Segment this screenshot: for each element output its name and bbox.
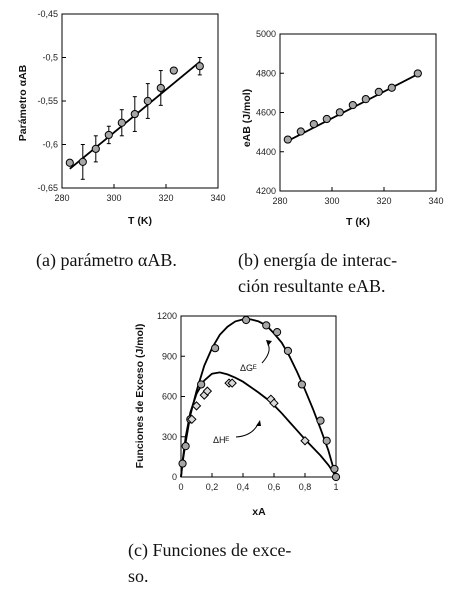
- chart-b-point: [374, 87, 383, 96]
- caption-c-line2: so.: [128, 566, 149, 586]
- chart-c-point: [322, 436, 331, 445]
- chart-b-ylabel: eAB (J/mol): [241, 89, 253, 147]
- annotation-delta-h: ΔHᴱ: [213, 435, 230, 445]
- caption-b-line2: ción resultante eAB.: [238, 276, 385, 296]
- chart-c-xtick-label: 0: [178, 482, 183, 492]
- chart-a-point: [156, 83, 165, 93]
- chart-b-ytick-label: 4200: [256, 186, 276, 196]
- annotation-arrow-g: [261, 343, 270, 364]
- chart-b-point: [348, 100, 357, 110]
- chart-c-point: [197, 380, 206, 389]
- chart-b-xtick-label: 320: [376, 196, 391, 206]
- chart-a-ytick-label: -0,6: [42, 140, 58, 150]
- chart-b-xlabel: T (K): [346, 216, 370, 228]
- chart-c-fit-curve-h: [180, 371, 337, 478]
- chart-c-ytick-label: 900: [162, 351, 177, 361]
- chart-a-xtick-label: 280: [54, 193, 69, 203]
- chart-c-point: [316, 416, 325, 425]
- chart-b-point: [322, 114, 331, 124]
- chart-c-ytick-label: 600: [162, 392, 177, 402]
- chart-c-point: [273, 328, 282, 337]
- chart-c-point-diamond: [300, 436, 310, 446]
- chart-c-xlabel: xA: [252, 506, 266, 518]
- chart-a-xtick-label: 340: [210, 193, 225, 203]
- chart-c-xtick-label: 0,6: [268, 482, 281, 492]
- caption-c-line1: (c) Funciones de exce-: [128, 540, 291, 561]
- annotation-arrowhead-h: [256, 420, 261, 426]
- caption-b-line1: (b) energía de interac-: [238, 250, 397, 271]
- chart-c-point-diamond: [269, 398, 279, 408]
- chart-b-xtick-label: 300: [324, 196, 339, 206]
- chart-c-point: [331, 472, 341, 482]
- chart-b-plot-frame: [279, 33, 437, 192]
- annotation-arrowhead-g: [266, 340, 272, 346]
- chart-b-point: [413, 69, 422, 78]
- chart-c-point: [178, 459, 187, 468]
- chart-c-ylabel: Funciones de Exceso (J/mol): [134, 324, 146, 469]
- chart-b-ytick-label: 5000: [256, 29, 276, 39]
- chart-a-point: [143, 96, 152, 106]
- chart-c-ytick-label: 300: [162, 432, 177, 442]
- chart-b-xtick-label: 280: [272, 196, 287, 206]
- chart-c-ytick-label: 1200: [157, 311, 177, 321]
- chart-a-point: [78, 157, 87, 166]
- chart-a-point: [91, 144, 100, 153]
- chart-a-point: [195, 62, 204, 71]
- chart-b-point: [283, 135, 292, 144]
- chart-c-point: [297, 380, 306, 389]
- chart-a: 280 300 320 340 -0,65 -0,6 -0,55 -0,5 -0,45 Pará…: [17, 9, 226, 227]
- chart-c-xtick-label: 0,2: [206, 482, 219, 492]
- chart-b-point: [387, 83, 396, 92]
- chart-c-point-diamond: [191, 401, 202, 411]
- chart-c-xtick-label: 0,4: [237, 482, 250, 492]
- chart-c-point-diamond: [202, 386, 213, 396]
- chart-a-point: [65, 158, 74, 167]
- chart-a-ytick-label: -0,5: [42, 53, 58, 63]
- chart-b: 280 300 320 340 4200 4400 4600 4800 5000 eAB (J/…: [241, 29, 444, 228]
- chart-c-xtick-label: 1: [333, 482, 338, 492]
- chart-c-point: [283, 346, 293, 355]
- chart-c-point: [262, 321, 271, 330]
- chart-c-ytick-label: 0: [172, 472, 177, 482]
- chart-a-ytick-label: -0,55: [37, 96, 58, 106]
- chart-b-ytick-label: 4800: [256, 68, 276, 78]
- chart-c-xtick-label: 0,8: [299, 482, 312, 492]
- chart-b-point: [335, 108, 344, 117]
- caption-a: (a) parámetro αAB.: [36, 250, 177, 271]
- chart-b-xtick-label: 340: [428, 196, 443, 206]
- chart-c-point: [211, 344, 220, 353]
- chart-c-point-diamond: [187, 414, 197, 425]
- chart-a-point: [117, 118, 126, 127]
- chart-b-ytick-label: 4400: [256, 147, 276, 157]
- chart-c-point-diamond: [227, 378, 237, 388]
- chart-a-xtick-label: 320: [158, 193, 173, 203]
- chart-b-point: [309, 119, 318, 129]
- chart-a-ylabel: Parámetro αAB: [17, 64, 29, 141]
- chart-a-point: [104, 130, 113, 140]
- chart-c: 0 0,2 0,4 0,6 0,8 1 0 300 600 900 1200 Funciones d…: [134, 311, 341, 518]
- annotation-arrow-h: [235, 423, 259, 438]
- annotation-delta-g: ΔGᴱ: [240, 363, 257, 373]
- chart-a-xtick-label: 300: [106, 193, 121, 203]
- chart-c-point: [242, 315, 251, 325]
- chart-a-ytick-label: -0,65: [37, 183, 58, 193]
- chart-a-ytick-label: -0,45: [37, 9, 58, 19]
- chart-a-point: [130, 109, 139, 119]
- chart-b-point: [361, 95, 370, 104]
- chart-b-point: [296, 127, 305, 136]
- chart-a-xlabel: T (K): [128, 215, 152, 227]
- chart-a-point: [169, 66, 178, 75]
- chart-c-point: [181, 442, 190, 451]
- chart-c-point: [330, 464, 339, 474]
- chart-b-ytick-label: 4600: [256, 108, 276, 118]
